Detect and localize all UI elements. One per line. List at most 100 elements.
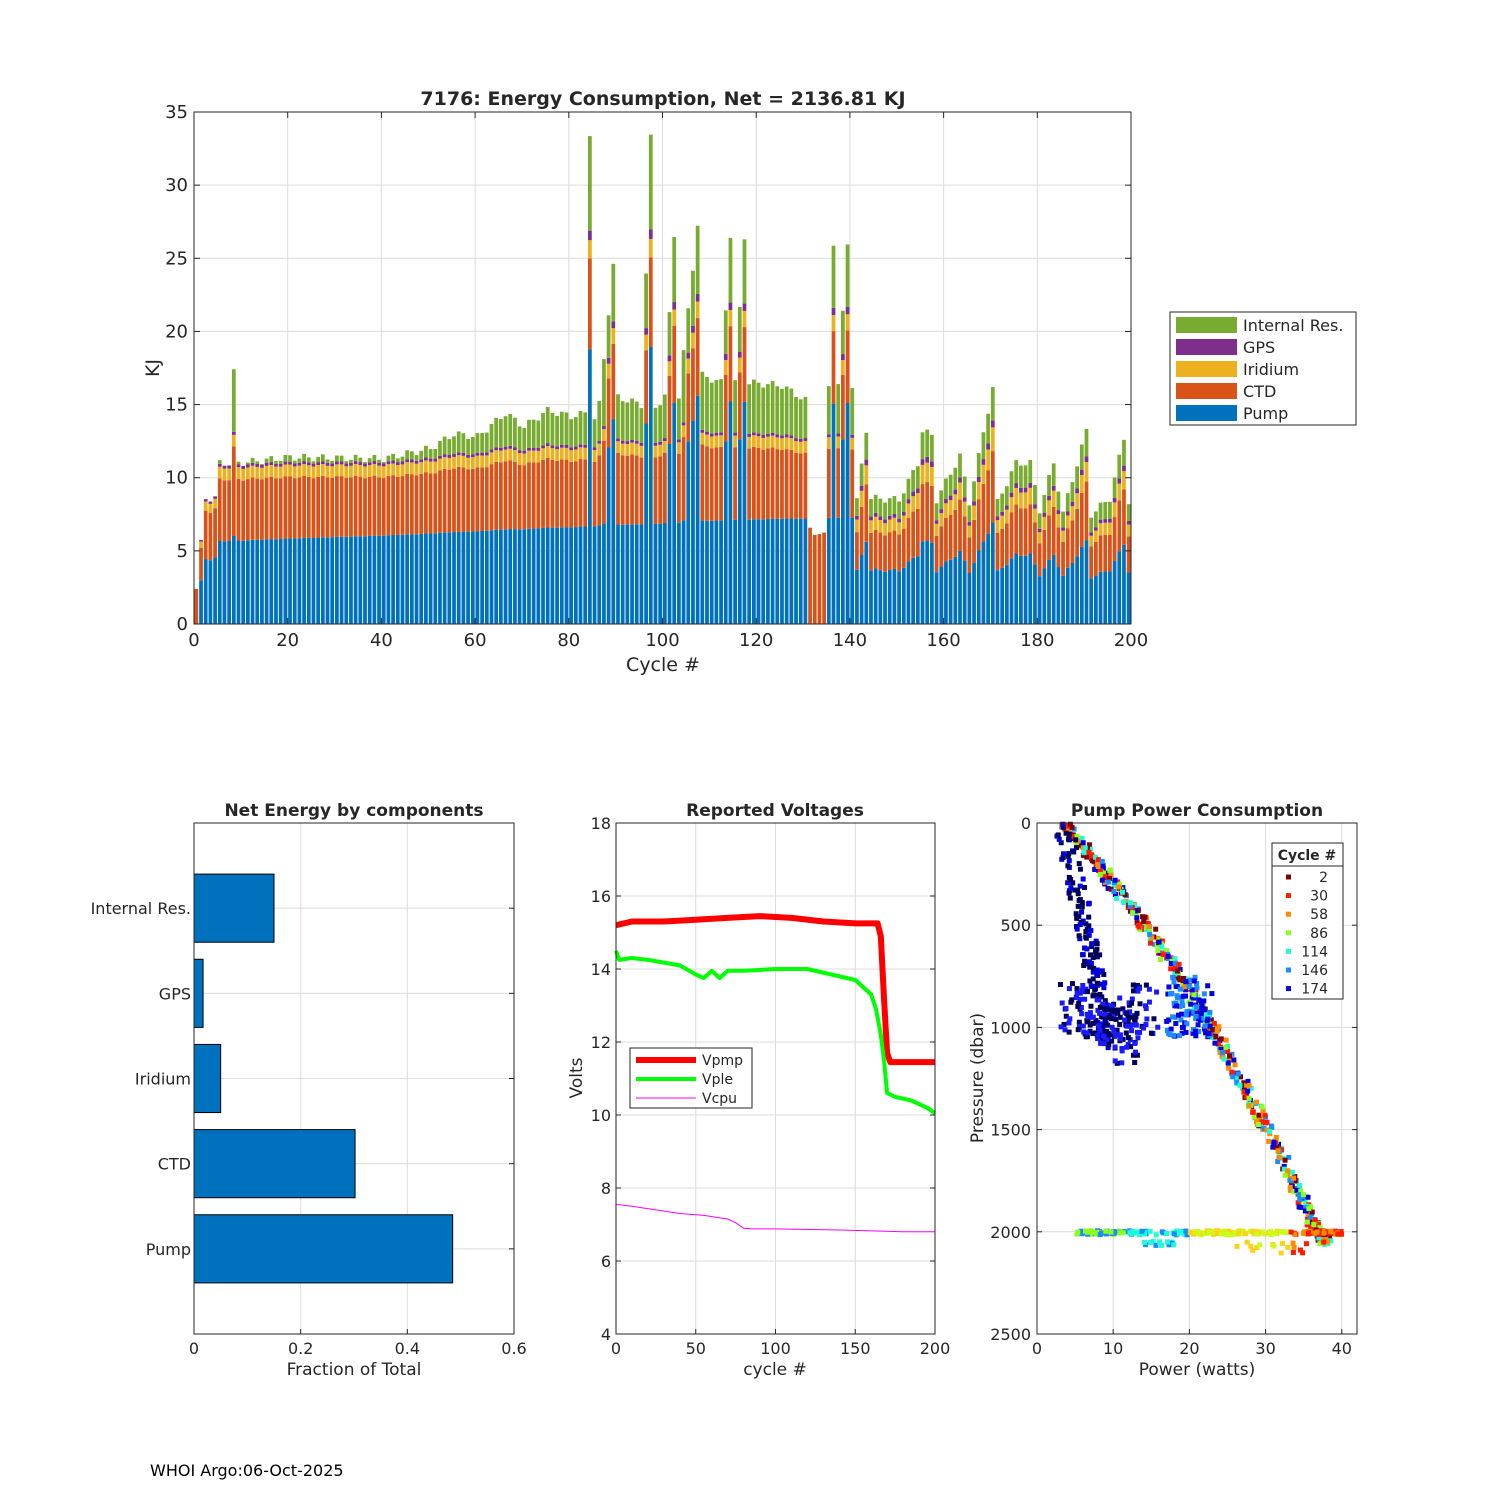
bar-ctd xyxy=(536,462,541,529)
bar-gps xyxy=(794,438,798,442)
bar-ctd xyxy=(330,478,335,538)
y-tick-label: 15 xyxy=(165,395,188,416)
bar-iridium xyxy=(302,464,306,476)
scatter-point xyxy=(1229,1069,1235,1075)
bar-pump xyxy=(630,524,634,624)
scatter-point xyxy=(1184,1009,1190,1015)
bar-internal-res xyxy=(836,384,841,434)
bar-pump xyxy=(424,533,428,624)
scatter-point xyxy=(1187,977,1193,983)
bar-pump xyxy=(747,519,752,624)
bar-ctd xyxy=(1089,546,1094,579)
scatter-point xyxy=(1191,978,1197,984)
bar-ctd xyxy=(1070,520,1075,563)
scatter-point xyxy=(1191,1009,1197,1015)
bar-gps xyxy=(414,460,419,464)
bar-iridium xyxy=(1075,493,1079,509)
bar-internal-res xyxy=(728,237,733,303)
bar-gps xyxy=(386,461,391,465)
voltages-title: Reported Voltages xyxy=(686,801,864,821)
scatter-point xyxy=(1154,942,1160,948)
scatter-point xyxy=(1084,946,1090,952)
bar-internal-res xyxy=(377,459,381,463)
scatter-point xyxy=(1259,1229,1265,1235)
bar-ctd xyxy=(569,461,574,528)
bar-ctd xyxy=(883,535,887,572)
legend-label: Internal Res. xyxy=(1243,316,1343,335)
bar-ctd xyxy=(775,449,780,519)
bar-pump xyxy=(372,535,377,624)
scatter-point xyxy=(1137,985,1143,991)
voltages-y-label: Volts xyxy=(567,1057,587,1098)
bar-internal-res xyxy=(442,436,447,455)
bar-ctd xyxy=(1037,543,1042,577)
bar-gps xyxy=(274,463,278,467)
bar-ctd xyxy=(597,455,602,526)
y-tick-label: 30 xyxy=(165,175,188,196)
bar-gps xyxy=(1047,495,1051,501)
bar-pump xyxy=(672,402,677,624)
scatter-point xyxy=(1207,1009,1213,1015)
bar-iridium xyxy=(470,457,475,469)
scatter-point xyxy=(1175,1012,1181,1018)
bar-gps xyxy=(325,462,330,466)
bar-gps xyxy=(335,461,339,465)
bar-internal-res xyxy=(648,134,653,230)
scatter-point xyxy=(1105,879,1111,885)
bar-gps xyxy=(962,497,967,502)
scatter-point xyxy=(1131,1016,1137,1022)
scatter-point xyxy=(1308,1219,1314,1225)
x-tick-label: 120 xyxy=(739,630,773,651)
bar-internal-res xyxy=(1075,466,1079,489)
scatter-point xyxy=(1090,1014,1096,1020)
bar-ctd xyxy=(1051,506,1056,555)
bar-ctd xyxy=(747,448,752,520)
bar-pump xyxy=(714,520,719,624)
bar-pump xyxy=(531,528,536,624)
bar-ctd xyxy=(484,467,489,531)
bar-ctd xyxy=(836,448,841,518)
bar-gps xyxy=(766,433,770,437)
bar-ctd xyxy=(1117,500,1122,552)
scatter-point xyxy=(1074,915,1080,921)
bar-iridium xyxy=(855,519,859,533)
bar-ctd xyxy=(470,468,475,532)
scatter-point xyxy=(1086,932,1092,938)
bar-pump xyxy=(264,539,269,624)
scatter-point xyxy=(1097,872,1103,878)
scatter-point xyxy=(1104,1029,1110,1035)
bar-ctd xyxy=(995,532,1000,571)
bar-ctd xyxy=(855,532,859,570)
legend-label: 86 xyxy=(1310,926,1328,942)
bar-pump xyxy=(742,401,747,624)
bar-pump xyxy=(911,557,916,624)
bar-iridium xyxy=(513,450,517,462)
bar-gps xyxy=(1009,492,1014,498)
scatter-point xyxy=(1233,1076,1239,1082)
bar-gps xyxy=(461,452,466,456)
bar-iridium xyxy=(906,503,911,518)
scatter-point xyxy=(1130,1230,1136,1236)
scatter-point xyxy=(1179,998,1185,1004)
scatter-point xyxy=(1059,1000,1065,1006)
scatter-point xyxy=(1285,1168,1291,1174)
bar-ctd xyxy=(231,446,236,536)
bar-pump xyxy=(798,518,803,624)
bar-pump xyxy=(541,527,545,624)
bar-gps xyxy=(452,454,456,457)
bar-gps xyxy=(1042,513,1047,517)
bar-internal-res xyxy=(775,386,780,435)
scatter-point xyxy=(1108,1032,1114,1038)
bar-iridium xyxy=(494,450,499,462)
bar-ctd xyxy=(803,452,808,519)
bar-internal-res xyxy=(911,470,916,492)
bar-internal-res xyxy=(859,463,864,486)
bar-iridium xyxy=(1112,502,1117,518)
bar-iridium xyxy=(1037,532,1042,544)
bar-ctd xyxy=(1028,504,1033,554)
y-tick-label: 8 xyxy=(601,1179,611,1198)
bar-internal-res xyxy=(625,402,630,442)
x-tick-label: 30 xyxy=(1255,1339,1275,1358)
bar-internal-res xyxy=(1000,493,1005,512)
